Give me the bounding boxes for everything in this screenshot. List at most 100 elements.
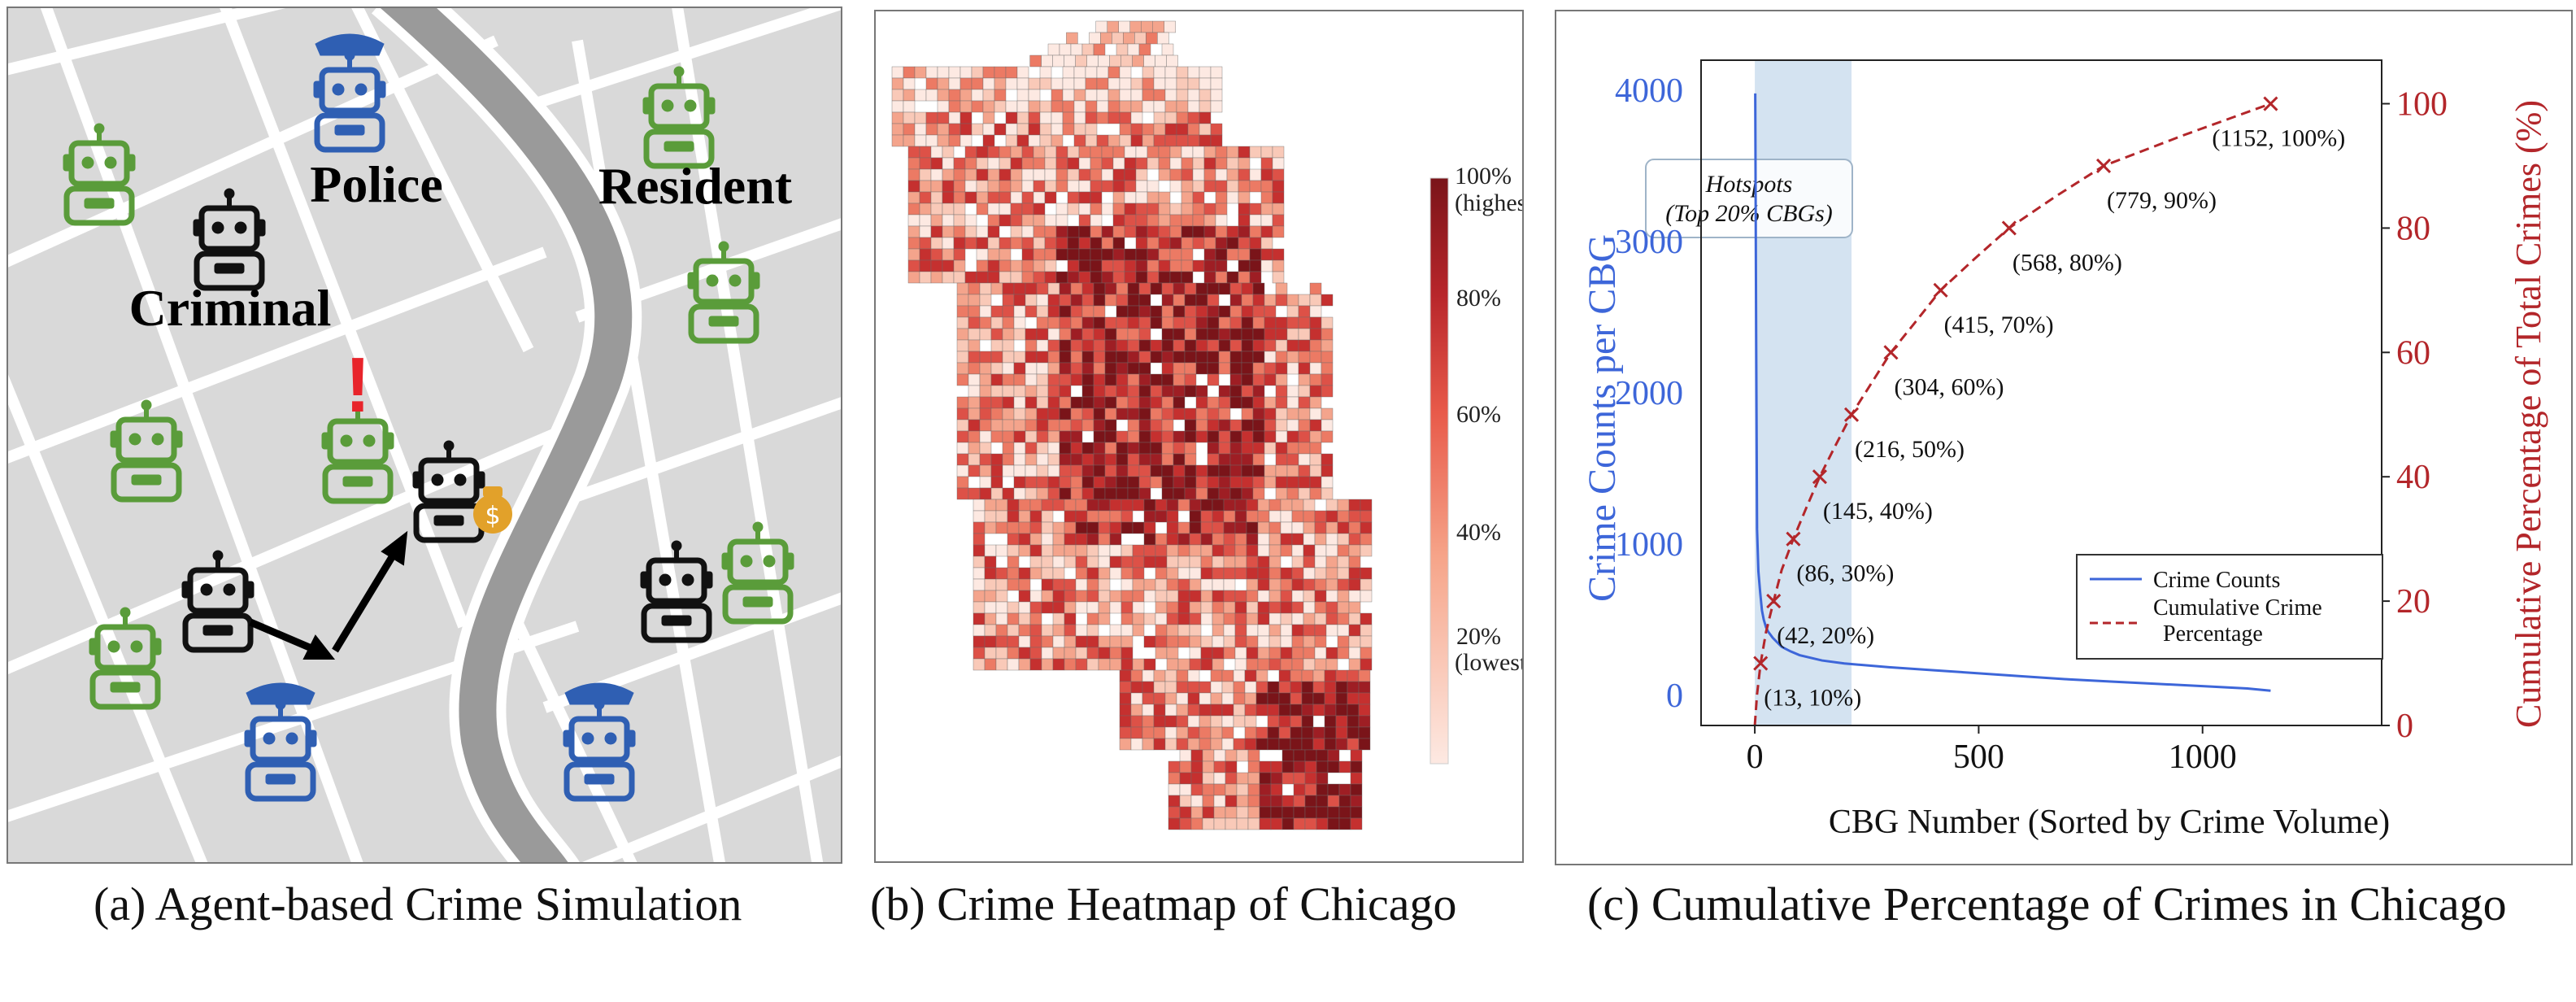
cbg-cell — [1119, 681, 1132, 694]
cbg-cell — [1119, 704, 1132, 717]
cbg-cell — [1075, 635, 1088, 648]
cbg-cell — [1093, 430, 1106, 443]
cbg-cell — [1293, 772, 1306, 785]
cbg-cell — [1033, 214, 1046, 227]
cbg-cell — [1059, 476, 1072, 489]
cbg-cell — [1070, 362, 1083, 375]
cbg-cell — [1047, 351, 1060, 364]
cbg-cell — [1164, 20, 1176, 33]
cbg-cell — [1360, 590, 1373, 603]
cbg-cell — [1147, 225, 1160, 238]
cbg-cell — [1236, 817, 1249, 830]
cbg-cell — [1025, 487, 1038, 500]
cumulative-annotation: (145, 40%) — [1823, 498, 1933, 525]
colorbar-tick-sub: (highest) — [1455, 190, 1522, 216]
cbg-cell — [1259, 772, 1272, 785]
cbg-cell — [1166, 555, 1179, 569]
cbg-cell — [987, 237, 1000, 250]
cbg-cell — [930, 237, 943, 250]
cbg-cell — [1161, 407, 1174, 420]
cbg-cell — [1070, 419, 1083, 432]
y-left-tick-label: 0 — [1666, 677, 1683, 715]
cbg-cell — [1164, 134, 1177, 147]
cbg-cell — [1200, 510, 1213, 523]
cbg-cell — [919, 203, 932, 216]
cbg-cell — [1202, 783, 1215, 796]
cbg-cell — [1267, 715, 1280, 728]
cumulative-annotation: (86, 30%) — [1796, 560, 1894, 587]
cbg-cell — [1255, 692, 1268, 705]
cbg-cell — [919, 259, 932, 272]
cbg-cell — [1173, 328, 1186, 341]
cbg-cell — [1275, 362, 1288, 375]
cbg-cell — [1118, 20, 1130, 33]
cbg-cell — [1195, 328, 1208, 341]
cbg-cell — [1212, 624, 1225, 637]
cbg-cell — [1298, 442, 1311, 455]
cbg-cell — [1033, 248, 1046, 261]
cbg-cell — [1298, 453, 1311, 466]
cbg-cell — [984, 612, 997, 625]
cbg-cell — [1268, 510, 1281, 523]
cbg-cell — [1179, 817, 1192, 830]
cbg-cell — [1059, 464, 1072, 477]
cbg-cell — [1177, 521, 1190, 534]
cbg-cell — [1268, 521, 1281, 534]
cbg-cell — [976, 271, 989, 284]
cbg-cell — [1021, 271, 1034, 284]
cbg-cell — [973, 601, 986, 614]
cumulative-annotation: (216, 50%) — [1855, 436, 1965, 463]
cbg-cell — [1173, 351, 1186, 364]
cbg-cell — [1064, 54, 1076, 68]
cbg-cell — [1252, 305, 1265, 318]
cbg-cell — [987, 248, 1000, 261]
cbg-cell — [1304, 749, 1317, 762]
cbg-cell — [1112, 191, 1125, 204]
cbg-cell — [956, 282, 969, 295]
cbg-cell — [1164, 100, 1177, 113]
cbg-cell — [1101, 157, 1114, 170]
cbg-cell — [1280, 635, 1293, 648]
cbg-cell — [1260, 168, 1273, 181]
cbg-cell — [1124, 203, 1137, 216]
cbg-cell — [979, 373, 992, 386]
cbg-cell — [1210, 134, 1223, 147]
cbg-cell — [968, 362, 981, 375]
cbg-cell — [1164, 669, 1177, 682]
cumulative-marker — [1812, 469, 1827, 485]
cbg-cell — [1200, 567, 1213, 580]
cbg-cell — [1007, 658, 1020, 671]
cbg-cell — [1143, 555, 1156, 569]
cbg-cell — [1290, 726, 1303, 739]
cbg-cell — [1298, 430, 1311, 443]
cbg-cell — [1290, 715, 1303, 728]
cbg-cell — [1325, 555, 1338, 569]
cbg-cell — [1303, 601, 1316, 614]
cbg-cell — [999, 237, 1012, 250]
caption-a: (a) Agent-based Crime Simulation — [94, 878, 742, 930]
cbg-cell — [1169, 180, 1182, 193]
cbg-cell — [1155, 567, 1168, 580]
cbg-cell — [1124, 225, 1137, 238]
cbg-cell — [1291, 601, 1304, 614]
cbg-cell — [1081, 316, 1094, 329]
cbg-cell — [1116, 487, 1129, 500]
cbg-cell — [919, 180, 932, 193]
cbg-cell — [1075, 555, 1088, 569]
cbg-cell — [1021, 203, 1034, 216]
cbg-cell — [1309, 339, 1322, 352]
cbg-cell — [1143, 533, 1156, 546]
cbg-cell — [1238, 146, 1251, 159]
cbg-cell — [1098, 54, 1110, 68]
cbg-cell — [1358, 738, 1371, 751]
cbg-cell — [1181, 259, 1194, 272]
cbg-cell — [1090, 191, 1103, 204]
cbg-cell — [1013, 328, 1026, 341]
cbg-cell — [1073, 77, 1086, 90]
cbg-cell — [1249, 259, 1262, 272]
cbg-cell — [1055, 271, 1068, 284]
cbg-cell — [1187, 100, 1200, 113]
cbg-cell — [1348, 612, 1361, 625]
cbg-cell — [1018, 624, 1031, 637]
cbg-cell — [1192, 225, 1205, 238]
